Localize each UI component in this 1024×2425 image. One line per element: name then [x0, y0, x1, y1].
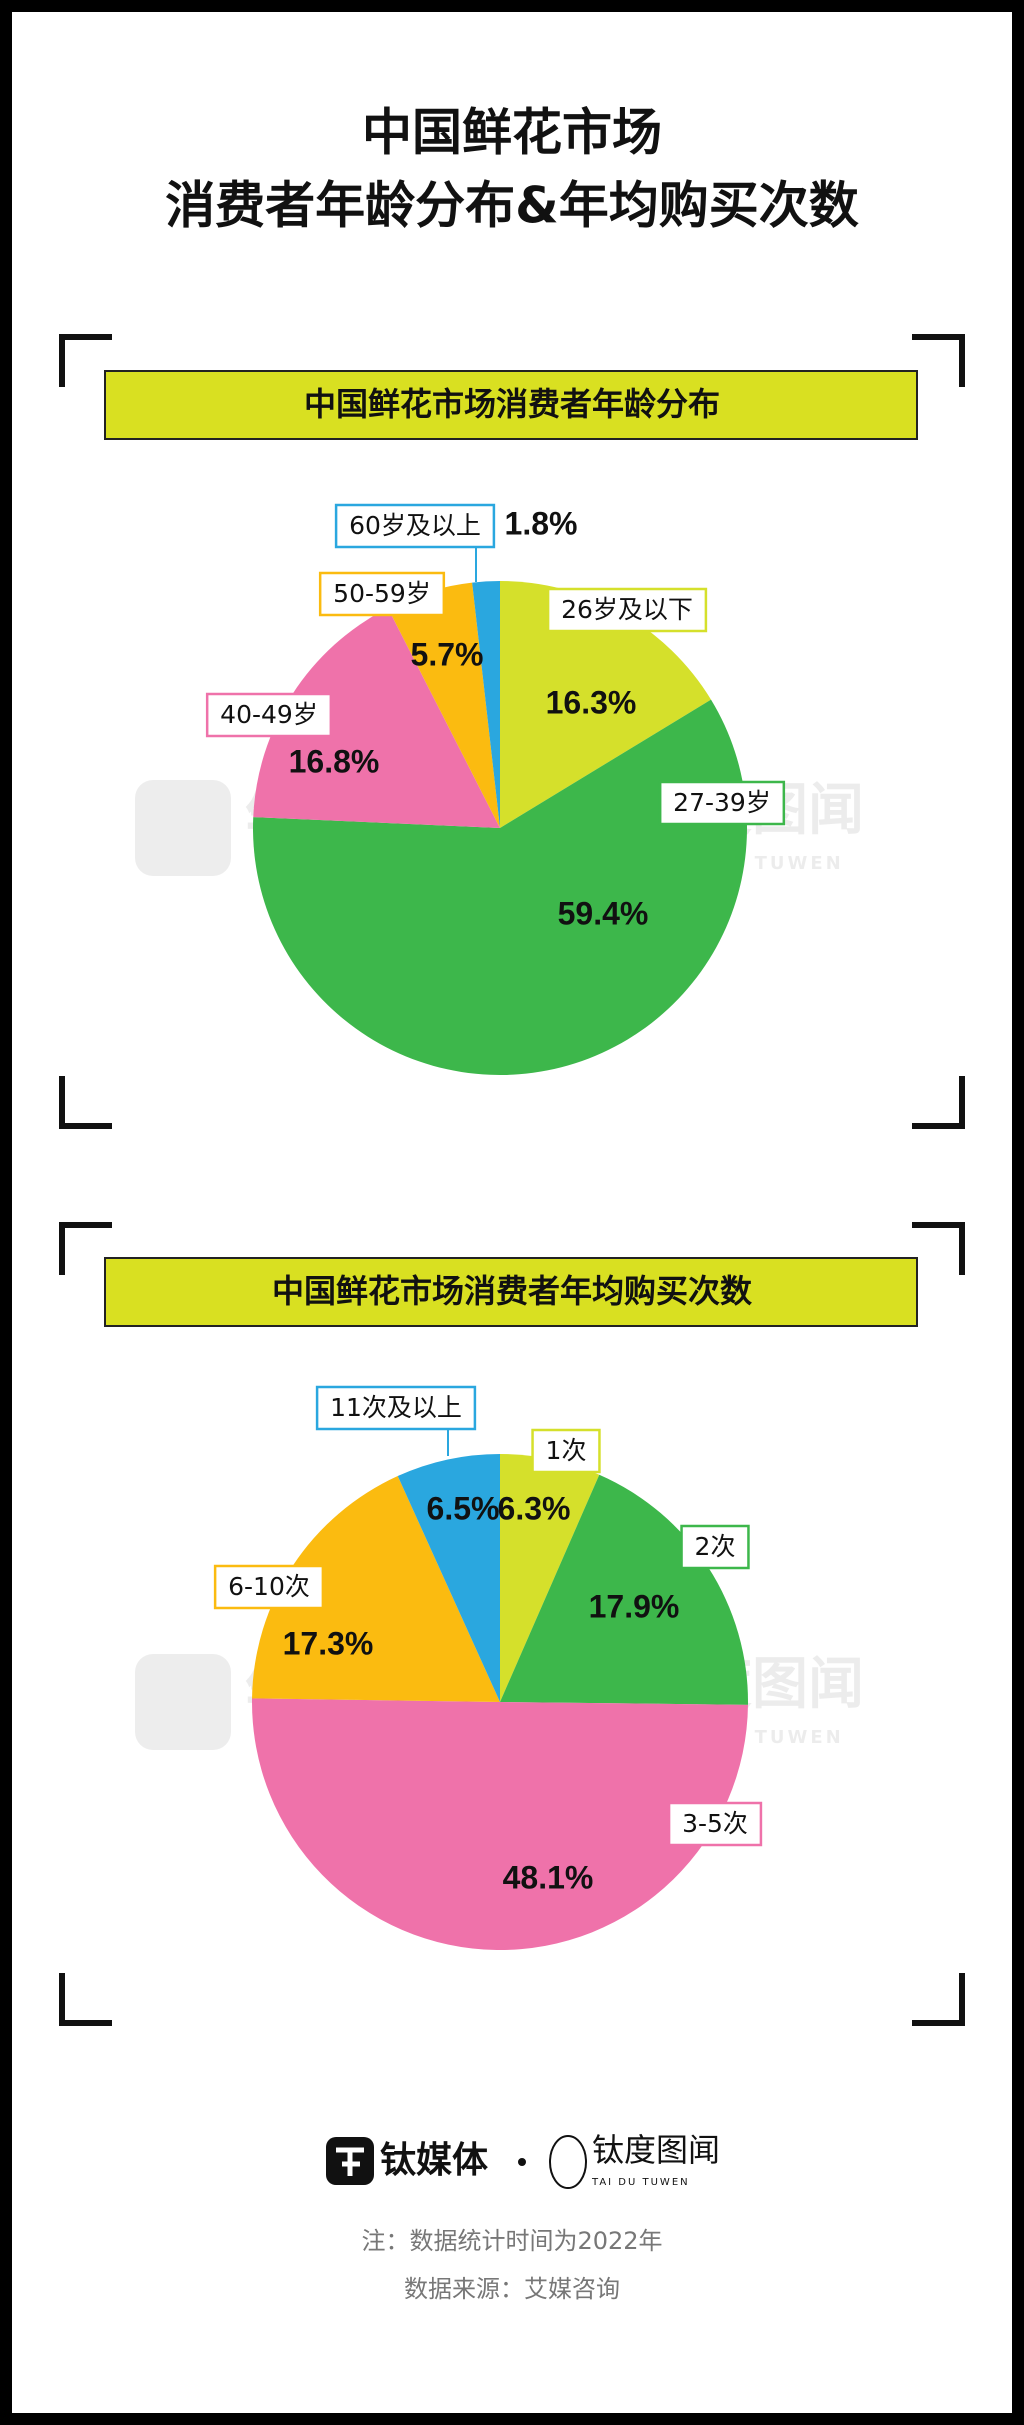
corner-bracket: [59, 1973, 112, 2026]
title-banner: [104, 370, 918, 440]
partner-icon: [549, 2135, 587, 2189]
value-label: 6.3%: [498, 1490, 571, 1526]
watermark-icon: [135, 780, 231, 876]
corner-bracket: [59, 1222, 112, 1275]
footer-partner: 钛度图闻: [592, 2131, 720, 2169]
corner-bracket: [912, 1222, 965, 1275]
corner-bracket: [912, 1973, 965, 2026]
category-label: 60岁及以上: [349, 511, 481, 540]
category-label: 27-39岁: [673, 788, 771, 817]
category-label: 50-59岁: [333, 579, 431, 608]
watermark-icon: [135, 1654, 231, 1750]
category-label: 6-10次: [228, 1572, 310, 1601]
category-box: [546, 587, 708, 633]
pie-slice: [500, 581, 712, 828]
category-box: [658, 780, 786, 826]
title-line: 中国鲜花市场: [362, 104, 662, 162]
corner-bracket: [59, 334, 112, 387]
value-label: 1.8%: [505, 505, 578, 541]
category-box: [318, 571, 446, 617]
pie-slice: [500, 1454, 600, 1702]
pie-slice: [387, 582, 500, 828]
value-label: 5.7%: [411, 636, 484, 672]
chart-title: 中国鲜花市场消费者年龄分布: [304, 385, 720, 423]
pie-slice: [252, 1476, 500, 1702]
value-label: 48.1%: [503, 1859, 594, 1895]
footer: 钛媒体 钛度图闻 TAI DU TUWEN 注：数据统计时间为2022年 数据来…: [326, 2131, 720, 2303]
footer-partner-en: TAI DU TUWEN: [591, 2177, 690, 2188]
pie-slice: [472, 581, 500, 828]
value-label: 17.3%: [283, 1625, 374, 1661]
category-label: 11次及以上: [330, 1393, 462, 1422]
value-label: 16.3%: [546, 684, 637, 720]
category-box: [334, 503, 496, 549]
corner-bracket: [912, 1076, 965, 1129]
separator: [518, 2158, 526, 2166]
category-box: [667, 1801, 763, 1847]
value-label: 6.5%: [427, 1490, 500, 1526]
category-box: [531, 1428, 601, 1474]
brand-icon-glyph: [336, 2147, 364, 2176]
chart-title: 中国鲜花市场消费者年均购买次数: [272, 1272, 753, 1310]
category-label: 1次: [546, 1436, 587, 1465]
category-box: [315, 1385, 477, 1431]
category-box: [213, 1564, 325, 1610]
category-box: [680, 1524, 750, 1570]
pie-slice: [253, 607, 500, 828]
corner-bracket: [912, 334, 965, 387]
footer-brand: 钛媒体: [380, 2140, 488, 2181]
category-box: [205, 692, 333, 738]
category-label: 3-5次: [682, 1809, 748, 1838]
footer-note: 注：数据统计时间为2022年: [361, 2227, 662, 2255]
value-label: 16.8%: [289, 743, 380, 779]
pie-slice: [500, 1474, 748, 1705]
pie-slice: [397, 1454, 500, 1702]
pie-slice: [252, 699, 747, 1075]
category-label: 40-49岁: [220, 700, 318, 729]
category-label: 2次: [695, 1532, 736, 1561]
title-banner: [104, 1257, 918, 1327]
value-label: 17.9%: [589, 1588, 680, 1624]
footer-source: 数据来源：艾媒咨询: [404, 2275, 620, 2303]
pie-slice: [251, 1698, 748, 1951]
title-line: 消费者年龄分布&年均购买次数: [165, 177, 859, 235]
value-label: 59.4%: [558, 895, 649, 931]
corner-bracket: [59, 1076, 112, 1129]
category-label: 26岁及以下: [561, 595, 693, 624]
